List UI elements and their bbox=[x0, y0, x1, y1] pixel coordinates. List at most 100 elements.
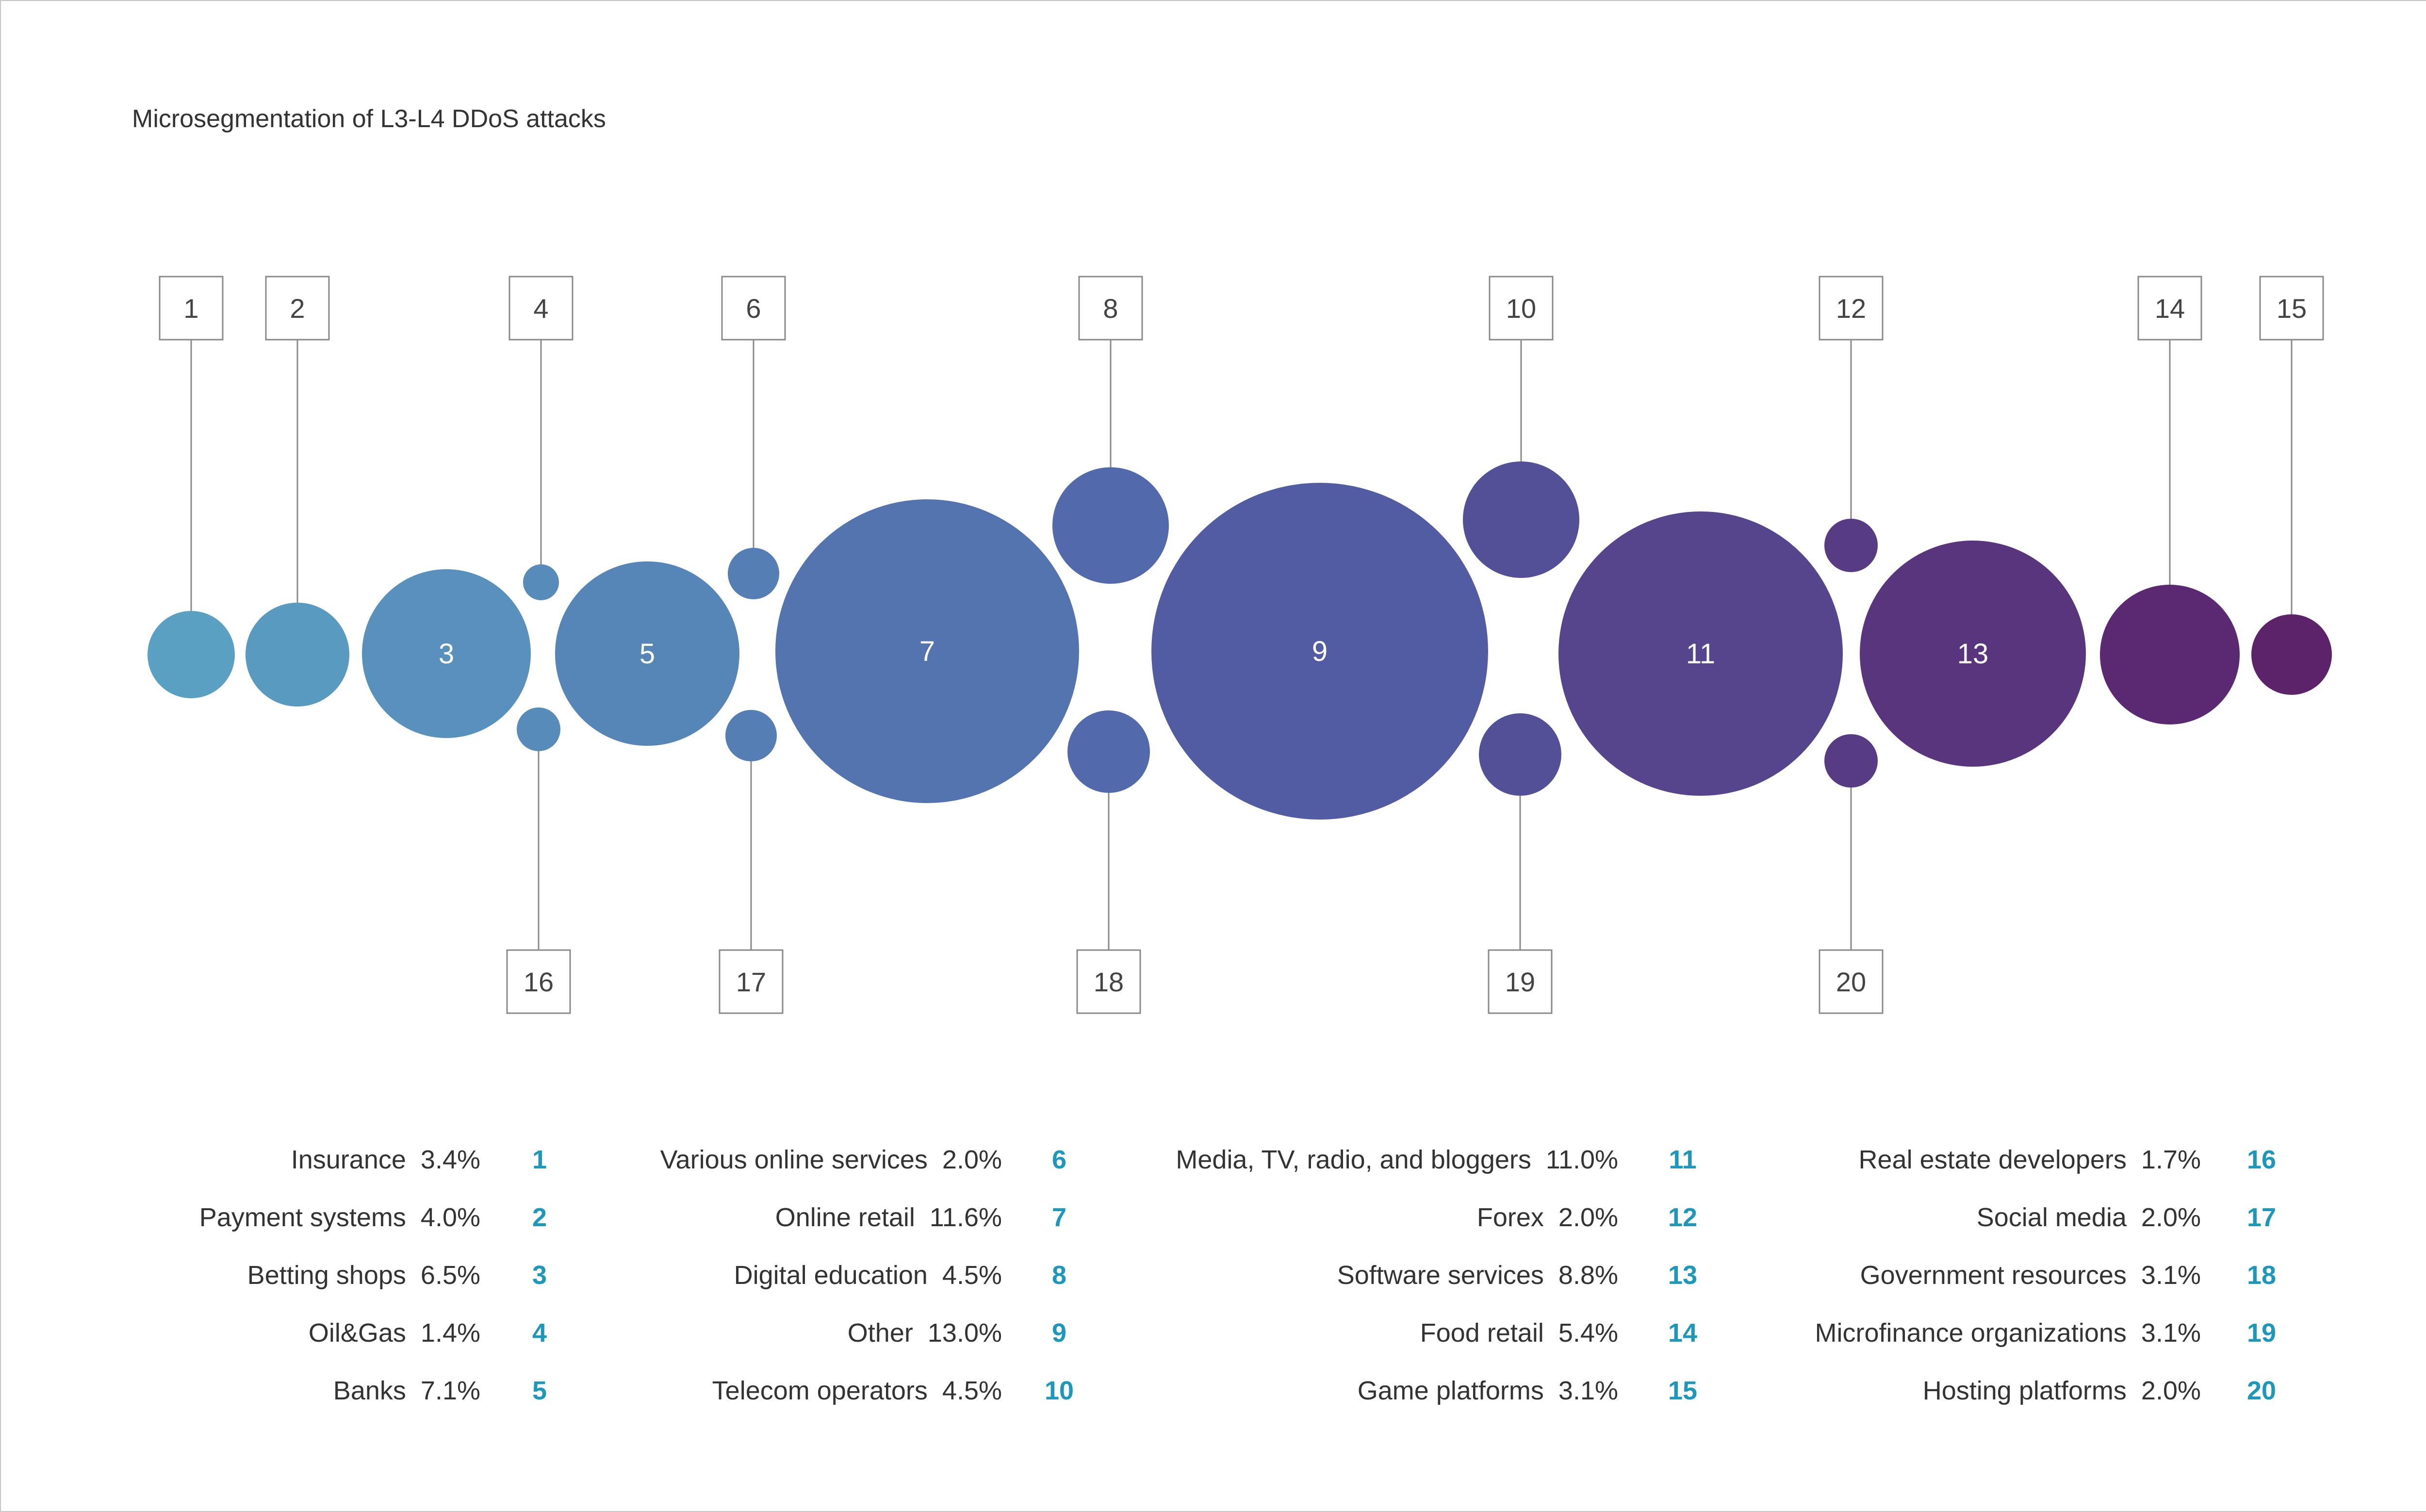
legend-gap bbox=[2127, 1145, 2141, 1174]
bubble-label-13: 13 bbox=[1957, 638, 1989, 670]
callout-label-17: 17 bbox=[736, 967, 766, 997]
legend-number-3: 3 bbox=[532, 1261, 547, 1290]
legend-value: 4.5% bbox=[942, 1261, 1002, 1290]
legend-entry-15: Game platforms 3.1% bbox=[1358, 1374, 1618, 1408]
legend-number-7: 7 bbox=[1051, 1203, 1067, 1232]
legend-gap bbox=[2127, 1376, 2141, 1405]
callout-label-12: 12 bbox=[1836, 293, 1866, 324]
legend-entry-4: Oil&Gas 1.4% bbox=[309, 1316, 480, 1350]
legend-label: Software services bbox=[1337, 1261, 1544, 1290]
legend-entry-3: Betting shops 6.5% bbox=[247, 1258, 480, 1292]
callout-box-14 bbox=[2137, 276, 2202, 341]
bubble-2 bbox=[246, 603, 349, 707]
legend-label: Payment systems bbox=[199, 1203, 406, 1232]
bubble-15 bbox=[2251, 614, 2332, 695]
bubble-19 bbox=[1479, 713, 1561, 796]
bubble-6 bbox=[728, 548, 779, 599]
bubble-5 bbox=[555, 561, 739, 746]
legend-gap bbox=[406, 1376, 421, 1405]
legend-number-20: 20 bbox=[2246, 1376, 2277, 1405]
legend-label: Insurance bbox=[291, 1145, 406, 1174]
legend-label: Government resources bbox=[1860, 1261, 2127, 1290]
bubble-label-7: 7 bbox=[919, 636, 935, 667]
callout-label-6: 6 bbox=[746, 293, 761, 324]
legend-entry-10: Telecom operators 4.5% bbox=[712, 1374, 1002, 1408]
bubble-label-3: 3 bbox=[439, 638, 454, 670]
callout-box-17 bbox=[719, 949, 784, 1014]
legend-label: Forex bbox=[1476, 1203, 1544, 1232]
bubble-9 bbox=[1151, 483, 1488, 820]
legend-label: Hosting platforms bbox=[1922, 1376, 2127, 1405]
callout-label-19: 19 bbox=[1505, 967, 1535, 997]
legend-gap bbox=[928, 1261, 942, 1290]
legend-label: Various online services bbox=[660, 1145, 928, 1174]
legend-label: Media, TV, radio, and bloggers bbox=[1176, 1145, 1531, 1174]
callout-label-10: 10 bbox=[1506, 293, 1536, 324]
legend-label: Oil&Gas bbox=[308, 1318, 406, 1348]
legend-label: Banks bbox=[333, 1376, 406, 1405]
chart-title: Microsegmentation of L3-L4 DDoS attacks bbox=[132, 105, 606, 133]
legend-gap bbox=[928, 1376, 942, 1405]
legend-entry-8: Digital education 4.5% bbox=[734, 1258, 1002, 1292]
legend-label: Online retail bbox=[775, 1203, 915, 1232]
callout-label-15: 15 bbox=[2277, 293, 2307, 324]
legend-number-17: 17 bbox=[2246, 1203, 2277, 1232]
callout-box-18 bbox=[1076, 949, 1141, 1014]
legend-entry-20: Hosting platforms 2.0% bbox=[1923, 1374, 2201, 1408]
legend-value: 11.0% bbox=[1545, 1145, 1618, 1174]
legend-value: 6.5% bbox=[420, 1261, 480, 1290]
legend-gap bbox=[1544, 1203, 1558, 1232]
callout-label-18: 18 bbox=[1094, 967, 1124, 997]
callout-box-8 bbox=[1078, 276, 1143, 341]
legend-entry-12: Forex 2.0% bbox=[1477, 1200, 1618, 1234]
legend-entry-11: Media, TV, radio, and bloggers 11.0% bbox=[1176, 1143, 1618, 1177]
legend-value: 7.1% bbox=[420, 1376, 480, 1405]
legend-value: 2.0% bbox=[942, 1145, 1002, 1174]
callout-box-16 bbox=[506, 949, 571, 1014]
legend-value: 2.0% bbox=[1558, 1203, 1618, 1232]
bubble-16 bbox=[517, 707, 560, 751]
callout-label-1: 1 bbox=[183, 293, 198, 324]
legend-gap bbox=[1544, 1261, 1558, 1290]
legend-gap bbox=[406, 1145, 421, 1174]
legend-entry-7: Online retail 11.6% bbox=[775, 1200, 1002, 1234]
legend-gap bbox=[1531, 1145, 1546, 1174]
legend-number-1: 1 bbox=[532, 1145, 547, 1174]
legend-gap bbox=[1544, 1376, 1558, 1405]
legend-entry-17: Social media 2.0% bbox=[1977, 1200, 2201, 1234]
bubble-20 bbox=[1824, 734, 1878, 788]
legend-value: 4.5% bbox=[942, 1376, 1002, 1405]
callout-box-19 bbox=[1488, 949, 1553, 1014]
legend-gap bbox=[913, 1318, 928, 1348]
bubble-3 bbox=[362, 569, 531, 738]
legend-entry-5: Banks 7.1% bbox=[333, 1374, 480, 1408]
bubble-7 bbox=[775, 499, 1079, 803]
legend-label: Microfinance organizations bbox=[1815, 1318, 2127, 1348]
legend-value: 5.4% bbox=[1558, 1318, 1618, 1348]
legend-number-12: 12 bbox=[1668, 1203, 1698, 1232]
legend-gap bbox=[1544, 1318, 1558, 1348]
bubble-label-11: 11 bbox=[1686, 638, 1715, 670]
callout-label-20: 20 bbox=[1836, 967, 1866, 997]
legend-label: Digital education bbox=[734, 1261, 928, 1290]
legend-value: 4.0% bbox=[420, 1203, 480, 1232]
bubble-8 bbox=[1052, 467, 1169, 584]
legend-entry-6: Various online services 2.0% bbox=[660, 1143, 1002, 1177]
legend-number-9: 9 bbox=[1051, 1318, 1067, 1348]
legend-gap bbox=[2127, 1261, 2141, 1290]
legend-label: Game platforms bbox=[1357, 1376, 1544, 1405]
callout-box-15 bbox=[2259, 276, 2324, 341]
bubble-1 bbox=[148, 611, 235, 698]
callout-label-14: 14 bbox=[2155, 293, 2185, 324]
legend-value: 3.1% bbox=[1558, 1376, 1618, 1405]
legend-value: 2.0% bbox=[2141, 1376, 2201, 1405]
legend-label: Real estate developers bbox=[1858, 1145, 2127, 1174]
legend-number-16: 16 bbox=[2246, 1145, 2277, 1174]
legend-value: 13.0% bbox=[927, 1318, 1002, 1348]
legend-number-10: 10 bbox=[1044, 1376, 1074, 1405]
legend-entry-13: Software services 8.8% bbox=[1337, 1258, 1618, 1292]
bubble-label-9: 9 bbox=[1312, 636, 1328, 667]
legend-number-11: 11 bbox=[1669, 1145, 1697, 1174]
bubble-12 bbox=[1824, 519, 1878, 572]
